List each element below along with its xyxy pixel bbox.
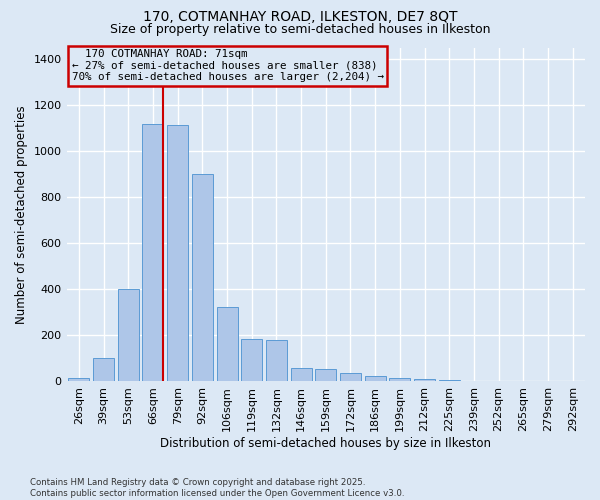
Bar (414, 379, 435, 382)
Bar (118, 290, 139, 382)
Text: Size of property relative to semi-detached houses in Ilkeston: Size of property relative to semi-detach… (110, 22, 490, 36)
Bar (68, 378, 89, 382)
Bar (241, 339, 262, 382)
Bar (340, 374, 361, 382)
Text: 170 COTMANHAY ROAD: 71sqm
← 27% of semi-detached houses are smaller (838)
70% of: 170 COTMANHAY ROAD: 71sqm ← 27% of semi-… (72, 49, 384, 82)
Text: 170, COTMANHAY ROAD, ILKESTON, DE7 8QT: 170, COTMANHAY ROAD, ILKESTON, DE7 8QT (143, 10, 457, 24)
Bar (439, 380, 460, 382)
Text: Contains HM Land Registry data © Crown copyright and database right 2025.
Contai: Contains HM Land Registry data © Crown c… (30, 478, 404, 498)
Bar (192, 174, 213, 382)
Bar (266, 340, 287, 382)
Bar (290, 368, 311, 382)
Bar (389, 378, 410, 382)
Bar (142, 124, 163, 382)
Bar (365, 376, 386, 382)
Bar (167, 124, 188, 382)
Bar (315, 369, 336, 382)
Bar (93, 358, 114, 382)
Bar (217, 306, 238, 382)
X-axis label: Distribution of semi-detached houses by size in Ilkeston: Distribution of semi-detached houses by … (160, 437, 491, 450)
Y-axis label: Number of semi-detached properties: Number of semi-detached properties (15, 105, 28, 324)
